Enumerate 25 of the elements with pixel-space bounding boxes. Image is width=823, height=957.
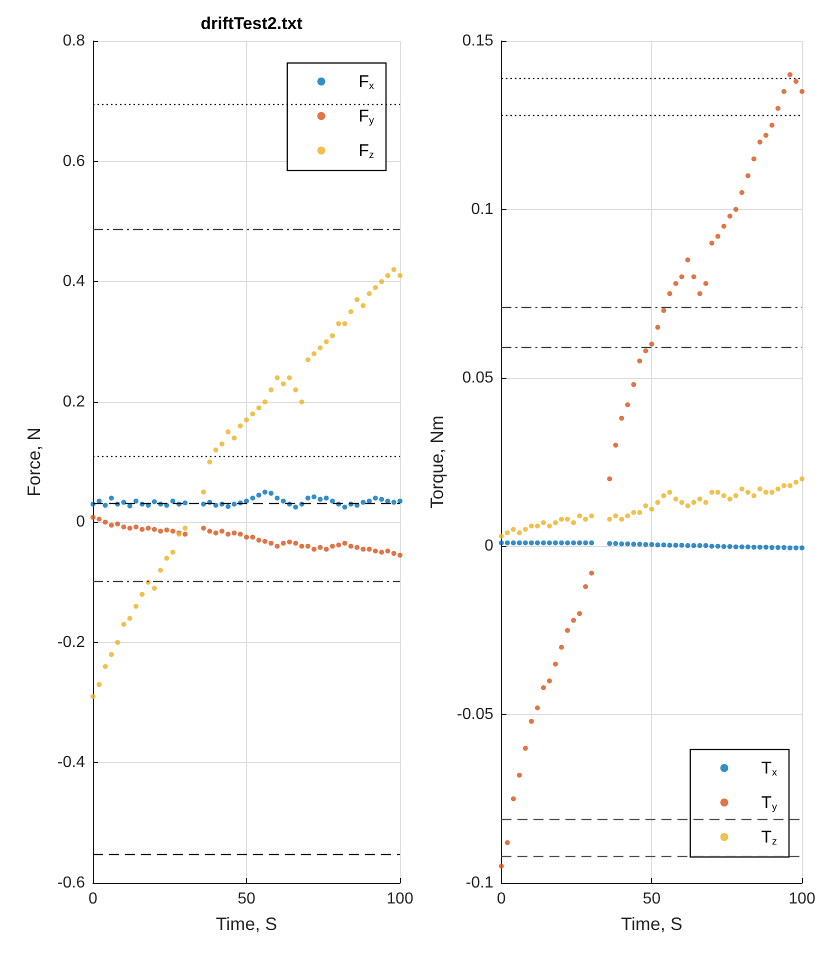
y-tick-label: -0.05 — [456, 706, 494, 724]
y-tick-label: 0.05 — [462, 369, 494, 386]
x-axis-title: Time, S — [621, 914, 682, 934]
y-tick-label: -0.4 — [57, 754, 86, 772]
y-tick-label: 0.6 — [62, 152, 86, 170]
x-tick-label: 50 — [238, 890, 256, 908]
y-tick-label: 0.4 — [62, 273, 86, 290]
y-tick-label: -0.2 — [57, 634, 86, 651]
y-tick-label: 0 — [484, 538, 494, 555]
y-tick-label: 0.2 — [62, 393, 86, 410]
y-axis-title: Force, N — [24, 427, 44, 497]
y-tick-label: 0.1 — [471, 200, 494, 218]
y-tick-label: -0.1 — [466, 874, 494, 892]
x-tick-label: 0 — [88, 890, 98, 908]
y-tick-label: 0.15 — [462, 32, 494, 50]
x-tick-label: 100 — [386, 890, 414, 908]
y-tick-label: 0.8 — [62, 32, 86, 50]
chart-title: driftTest2.txt — [200, 14, 303, 33]
x-tick-label: 100 — [788, 890, 816, 908]
x-axis-title: Time, S — [216, 914, 278, 934]
x-tick-label: 0 — [496, 890, 506, 908]
y-tick-label: -0.6 — [57, 874, 86, 892]
y-tick-label: 0 — [76, 514, 86, 531]
y-axis-title: Torque, Nm — [427, 415, 447, 509]
x-tick-label: 50 — [642, 890, 661, 908]
